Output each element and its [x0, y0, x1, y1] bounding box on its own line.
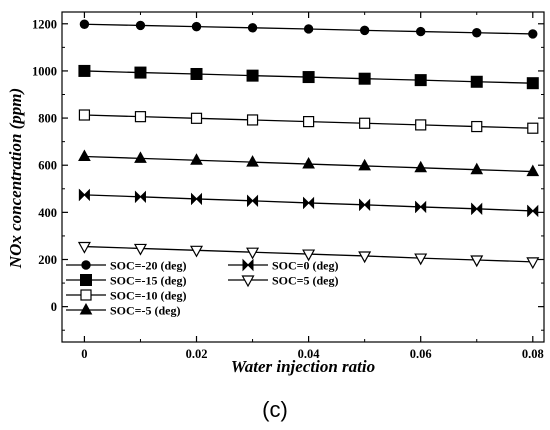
- data-point: [302, 71, 315, 84]
- series-2: [78, 109, 539, 134]
- data-point: [135, 20, 146, 31]
- data-point: [246, 155, 259, 167]
- panel-label: (c): [262, 397, 288, 422]
- data-point: [359, 117, 371, 129]
- data-point: [303, 24, 314, 34]
- data-point: [191, 192, 203, 206]
- data-point: [414, 253, 428, 266]
- series-3: [78, 149, 540, 177]
- data-point: [78, 149, 91, 161]
- data-point: [190, 112, 203, 124]
- legend-label: SOC=-5 (deg): [110, 304, 181, 318]
- data-point: [246, 114, 259, 126]
- series-0: [79, 19, 538, 39]
- data-point: [414, 160, 428, 173]
- data-point: [415, 119, 427, 131]
- plot-frame: [61, 11, 545, 343]
- x-tick-label: 0.02: [186, 347, 208, 361]
- legend-item: SOC=-20 (deg): [66, 259, 187, 273]
- data-point: [414, 74, 427, 87]
- data-point: [358, 251, 372, 264]
- data-point: [526, 164, 540, 177]
- data-point: [415, 26, 426, 37]
- y-tick-label: 600: [38, 159, 57, 173]
- y-tick-label: 1000: [32, 64, 57, 78]
- x-axis-title: Water injection ratio: [231, 357, 375, 376]
- data-point: [134, 111, 147, 123]
- data-point: [470, 75, 483, 88]
- data-point: [80, 289, 92, 301]
- data-point: [242, 258, 254, 272]
- data-point: [78, 64, 91, 77]
- data-point: [303, 116, 315, 128]
- data-point: [190, 153, 203, 165]
- y-tick-label: 400: [38, 206, 57, 220]
- x-tick-label: 0.08: [522, 347, 544, 361]
- data-point: [78, 109, 91, 121]
- legend-label: SOC=-10 (deg): [110, 289, 187, 303]
- data-point: [470, 162, 484, 175]
- data-point: [77, 241, 91, 254]
- data-point: [471, 120, 483, 133]
- data-point: [470, 255, 484, 268]
- data-point: [79, 19, 90, 29]
- legend-item: SOC=-5 (deg): [66, 302, 181, 318]
- data-point: [81, 260, 91, 270]
- data-point: [526, 257, 540, 270]
- data-point: [527, 204, 539, 218]
- legend-item: SOC=5 (deg): [228, 274, 339, 288]
- y-tick-label: 0: [51, 300, 57, 314]
- series-1: [78, 64, 539, 90]
- legend-label: SOC=0 (deg): [272, 259, 339, 273]
- data-point: [79, 302, 93, 315]
- legend-label: SOC=5 (deg): [272, 274, 339, 288]
- y-tick-label: 800: [38, 112, 57, 126]
- legend-label: SOC=-20 (deg): [110, 259, 187, 273]
- data-point: [246, 247, 260, 260]
- data-point: [190, 67, 203, 80]
- data-point: [302, 156, 315, 169]
- legend-item: SOC=0 (deg): [228, 259, 339, 273]
- data-point: [80, 274, 92, 286]
- series-5: [77, 241, 540, 270]
- data-point: [415, 200, 427, 214]
- data-point: [247, 194, 259, 208]
- y-axis-title: NOx concentration (ppm): [6, 88, 25, 269]
- data-point: [526, 77, 539, 90]
- data-point: [302, 249, 316, 262]
- data-point: [134, 151, 147, 163]
- x-tick-label: 0.04: [298, 347, 321, 361]
- data-point: [191, 21, 202, 32]
- axis-ticks: [62, 12, 544, 342]
- series-4: [78, 188, 539, 218]
- data-point: [359, 25, 370, 36]
- x-tick-label: 0: [81, 347, 87, 361]
- data-point: [358, 72, 371, 85]
- data-point: [189, 245, 204, 258]
- data-point: [247, 23, 258, 33]
- legend-item: SOC=-10 (deg): [66, 289, 187, 303]
- series-layer: [77, 19, 540, 270]
- data-point: [471, 202, 483, 216]
- axis-tick-labels: 0 0.02 0.04 0.06 0.08 0 200 400 600 800 1000 1200: [32, 17, 544, 361]
- data-point: [246, 69, 259, 82]
- legend-item: SOC=-15 (deg): [66, 274, 187, 288]
- data-point: [303, 196, 315, 210]
- data-point: [472, 28, 482, 38]
- data-point: [133, 243, 147, 256]
- legend-label: SOC=-15 (deg): [110, 274, 187, 288]
- y-tick-label: 1200: [32, 17, 57, 31]
- data-point: [241, 275, 255, 288]
- data-point: [134, 66, 147, 79]
- x-tick-label: 0.06: [410, 347, 432, 361]
- data-point: [359, 198, 371, 212]
- y-tick-label: 200: [38, 253, 57, 267]
- data-point: [528, 29, 538, 39]
- data-point: [527, 122, 539, 134]
- legend: SOC=-20 (deg)SOC=-15 (deg)SOC=-10 (deg)S…: [66, 259, 339, 318]
- data-point: [358, 158, 371, 171]
- data-point: [134, 190, 146, 204]
- data-point: [78, 188, 90, 202]
